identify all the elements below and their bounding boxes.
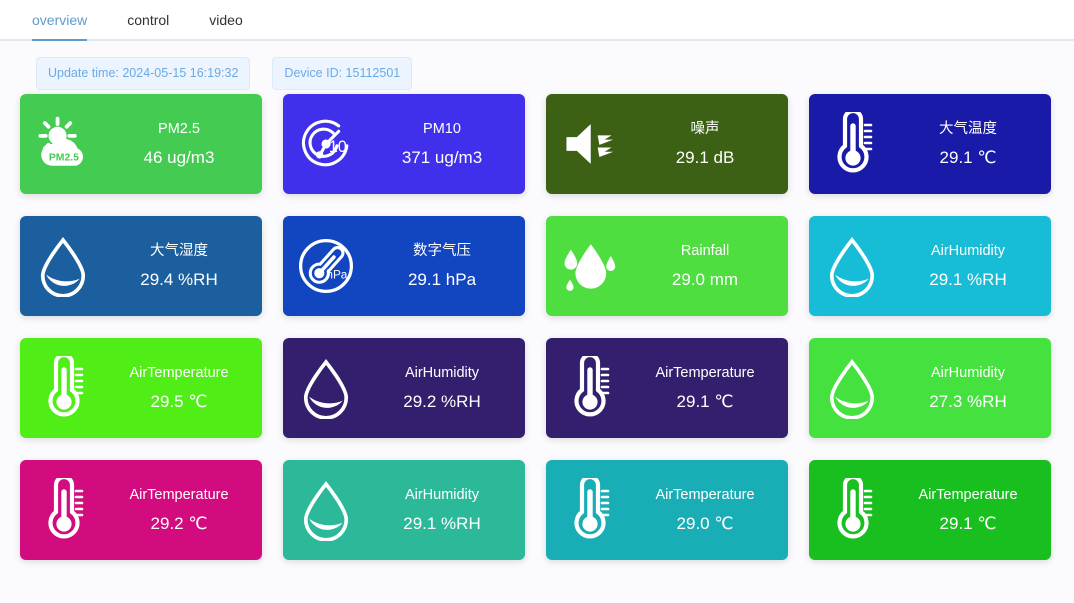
sensor-card-value: 29.0 ℃ (676, 514, 734, 534)
sensor-card[interactable]: 10 PM10 371 ug/m3 (283, 94, 525, 194)
sensor-card-body: AirHumidity 29.1 %RH (895, 244, 1051, 289)
sensor-card[interactable]: AirTemperature 29.5 ℃ (20, 338, 262, 438)
thermometer-icon (546, 478, 632, 542)
sensor-card-body: PM10 371 ug/m3 (369, 122, 525, 167)
sensor-card-body: AirTemperature 29.1 ℃ (632, 366, 788, 411)
sensor-card[interactable]: PM2.5 PM2.5 46 ug/m3 (20, 94, 262, 194)
sensor-card-label: AirHumidity (930, 364, 1006, 381)
sensor-card-body: 大气温度 29.1 ℃ (895, 122, 1051, 167)
sensor-card-value: 29.1 ℃ (939, 514, 997, 534)
sensor-card-body: AirHumidity 27.3 %RH (895, 366, 1051, 411)
sensor-card-label: AirHumidity (404, 486, 480, 503)
sensor-card[interactable]: hPa 数字气压 29.1 hPa (283, 216, 525, 316)
sensor-card-body: AirTemperature 29.1 ℃ (895, 488, 1051, 533)
sensor-card-value: 29.2 ℃ (150, 514, 208, 534)
sensor-card[interactable]: AirTemperature 29.0 ℃ (546, 460, 788, 560)
water-drop-icon (20, 235, 106, 297)
sensor-card-grid: PM2.5 PM2.5 46 ug/m3 10 PM10 371 ug/m3 噪声 2… (0, 91, 1074, 560)
sensor-card[interactable]: AirTemperature 29.2 ℃ (20, 460, 262, 560)
status-tag-row: Update time: 2024-05-15 16:19:32 Device … (0, 41, 1074, 91)
sensor-card[interactable]: 大气温度 29.1 ℃ (809, 94, 1051, 194)
sensor-card-value: 27.3 %RH (929, 392, 1007, 412)
sensor-card[interactable]: AirHumidity 29.1 %RH (809, 216, 1051, 316)
sensor-card-value: 29.1 %RH (403, 514, 481, 534)
sensor-card[interactable]: AirHumidity 29.2 %RH (283, 338, 525, 438)
sensor-card-body: AirHumidity 29.2 %RH (369, 366, 525, 411)
sensor-card-value: 29.1 dB (675, 148, 735, 168)
water-drop-icon (809, 357, 895, 419)
sensor-card-value: 29.2 %RH (403, 392, 481, 412)
thermometer-icon (546, 356, 632, 420)
svg-text:hPa: hPa (326, 269, 347, 282)
sensor-card-label: AirTemperature (129, 364, 229, 381)
sensor-card-label: AirTemperature (655, 486, 755, 503)
thermometer-icon (809, 112, 895, 176)
rainfall-drops-icon (546, 236, 632, 296)
sensor-card-value: 46 ug/m3 (143, 148, 215, 168)
sensor-card-label: 数字气压 (413, 242, 471, 259)
device-id-tag: Device ID: 15112501 (272, 57, 413, 90)
sensor-card-label: AirHumidity (930, 242, 1006, 259)
tab-control[interactable]: control (127, 12, 170, 28)
sensor-card-body: 噪声 29.1 dB (632, 122, 788, 167)
sensor-card-value: 371 ug/m3 (401, 148, 483, 168)
sensor-card-label: 大气温度 (939, 120, 997, 137)
thermometer-icon (20, 478, 106, 542)
tab-bar: overview control video (0, 0, 1074, 41)
sensor-card-value: 29.1 hPa (407, 270, 477, 290)
water-drop-icon (283, 357, 369, 419)
sensor-card-label: 噪声 (690, 120, 720, 137)
tab-video[interactable]: video (209, 12, 243, 28)
sensor-card-label: PM10 (423, 120, 461, 137)
thermometer-icon (809, 478, 895, 542)
sensor-card[interactable]: AirHumidity 27.3 %RH (809, 338, 1051, 438)
sensor-card-value: 29.5 ℃ (150, 392, 208, 412)
speaker-noise-icon (546, 118, 632, 170)
sensor-card-label: 大气湿度 (150, 242, 208, 259)
sensor-card[interactable]: 大气湿度 29.4 %RH (20, 216, 262, 316)
pm10-orbit-icon: 10 (283, 115, 369, 173)
pm25-cloud-sun-icon: PM2.5 (20, 115, 106, 173)
sensor-card-body: AirTemperature 29.5 ℃ (106, 366, 262, 411)
water-drop-icon (283, 479, 369, 541)
sensor-card-body: 大气湿度 29.4 %RH (106, 244, 262, 289)
sensor-card[interactable]: AirHumidity 29.1 %RH (283, 460, 525, 560)
sensor-card-label: AirTemperature (655, 364, 755, 381)
update-time-tag: Update time: 2024-05-15 16:19:32 (36, 57, 251, 90)
sensor-card-value: 29.1 ℃ (676, 392, 734, 412)
sensor-card-label: AirTemperature (129, 486, 229, 503)
thermometer-icon (20, 356, 106, 420)
sensor-card-label: PM2.5 (158, 120, 200, 137)
sensor-card[interactable]: Rainfall 29.0 mm (546, 216, 788, 316)
sensor-card-label: AirTemperature (918, 486, 1018, 503)
sensor-card-body: AirHumidity 29.1 %RH (369, 488, 525, 533)
svg-text:10: 10 (329, 138, 347, 156)
sensor-card[interactable]: AirTemperature 29.1 ℃ (546, 338, 788, 438)
water-drop-icon (809, 235, 895, 297)
sensor-card-body: 数字气压 29.1 hPa (369, 244, 525, 289)
sensor-card-value: 29.4 %RH (140, 270, 218, 290)
sensor-card[interactable]: AirTemperature 29.1 ℃ (809, 460, 1051, 560)
sensor-card[interactable]: 噪声 29.1 dB (546, 94, 788, 194)
sensor-card-value: 29.1 ℃ (939, 148, 997, 168)
sensor-card-body: AirTemperature 29.0 ℃ (632, 488, 788, 533)
sensor-card-body: AirTemperature 29.2 ℃ (106, 488, 262, 533)
sensor-card-label: Rainfall (680, 242, 730, 259)
sensor-card-body: PM2.5 46 ug/m3 (106, 122, 262, 167)
tab-overview[interactable]: overview (12, 0, 107, 41)
pressure-gauge-icon: hPa (283, 237, 369, 295)
sensor-card-value: 29.0 mm (671, 270, 739, 290)
svg-text:PM2.5: PM2.5 (49, 152, 79, 163)
sensor-card-label: AirHumidity (404, 364, 480, 381)
sensor-card-value: 29.1 %RH (929, 270, 1007, 290)
sensor-card-body: Rainfall 29.0 mm (632, 244, 788, 289)
